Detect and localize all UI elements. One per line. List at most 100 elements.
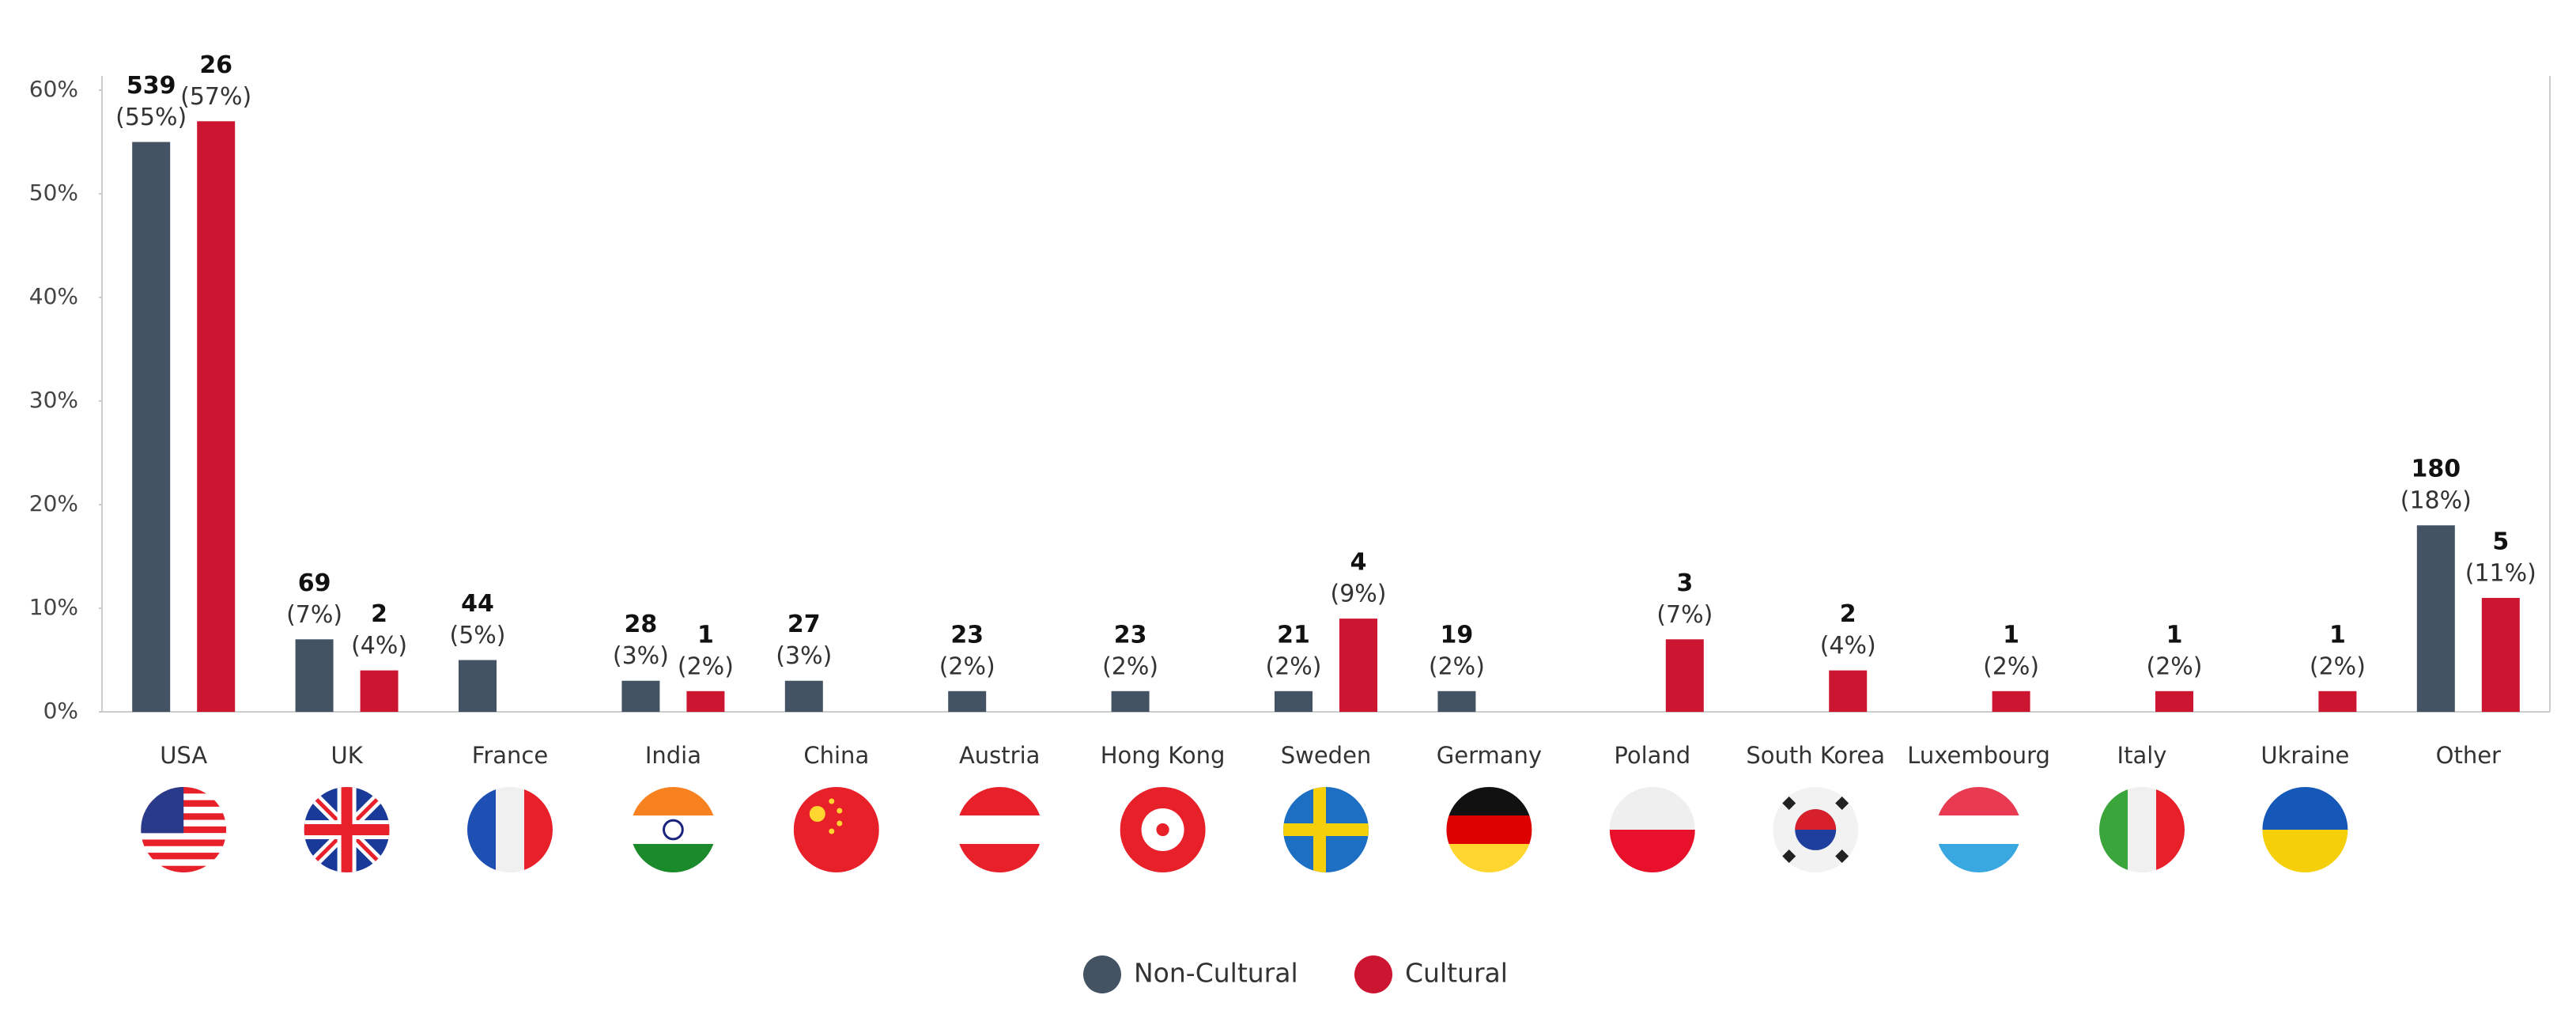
value-label: (4%)	[1820, 632, 1876, 660]
bar	[948, 691, 987, 712]
bar	[784, 680, 823, 712]
flag-icon	[630, 787, 716, 872]
flag-icon	[1120, 787, 1206, 872]
legend-swatch	[1354, 955, 1392, 993]
bar	[1275, 691, 1313, 712]
flag-icon	[141, 787, 227, 872]
x-tick-label: Ukraine	[2261, 742, 2349, 769]
count-label: 44	[461, 590, 494, 618]
count-label: 1	[697, 621, 714, 649]
flag-icon	[2099, 787, 2185, 872]
flag-part	[1835, 796, 1849, 811]
x-tick-label: South Korea	[1746, 742, 1885, 769]
bar	[621, 680, 660, 712]
count-label: 27	[788, 611, 821, 638]
flag-part	[957, 815, 1043, 845]
value-label: (57%)	[180, 83, 251, 111]
flag-part	[1446, 844, 1532, 872]
legend-label: Non-Cultural	[1134, 958, 1298, 989]
flag-part	[2099, 787, 2128, 872]
count-label: 2	[371, 600, 387, 628]
bar	[132, 142, 171, 712]
flag-part	[141, 839, 227, 847]
value-label: (55%)	[115, 104, 187, 131]
value-label: (2%)	[2146, 653, 2202, 680]
y-tick-label: 0%	[43, 698, 78, 724]
y-tick-label: 30%	[29, 387, 78, 413]
bar	[295, 639, 334, 712]
flag-part	[1782, 796, 1796, 811]
count-label: 1	[2329, 621, 2346, 649]
value-label: (3%)	[776, 642, 832, 670]
legend-label: Cultural	[1405, 958, 1508, 989]
count-label: 19	[1441, 621, 1474, 649]
x-tick-label: Luxembourg	[1907, 742, 2050, 769]
flag-part	[809, 806, 825, 822]
x-tick-label: USA	[160, 742, 207, 769]
y-tick-label: 10%	[29, 594, 78, 620]
y-tick-label: 40%	[29, 283, 78, 309]
flag-part	[663, 819, 684, 841]
value-label: (2%)	[678, 653, 734, 680]
count-label: 26	[199, 51, 232, 79]
count-label: 21	[1277, 621, 1310, 649]
bar	[1437, 691, 1476, 712]
flag-part	[1936, 815, 2022, 845]
flag-part	[2156, 787, 2185, 872]
flag-part	[1936, 844, 2022, 872]
flag-part	[1936, 787, 2022, 816]
flag-part	[1609, 830, 1695, 872]
bar	[2416, 525, 2455, 712]
flag-part	[1156, 823, 1169, 837]
x-tick-label: France	[472, 742, 548, 769]
x-tick-label: Sweden	[1281, 742, 1372, 769]
flag-icon	[2262, 787, 2348, 872]
count-label: 23	[1114, 621, 1147, 649]
flag-part	[1835, 849, 1849, 863]
flag-icon	[957, 787, 1043, 872]
flag-part	[141, 787, 184, 834]
bar	[459, 660, 497, 712]
bar	[2155, 691, 2193, 712]
count-label: 4	[1350, 549, 1367, 577]
flag-part	[141, 853, 227, 860]
flag-icon	[304, 787, 390, 872]
flag-part	[793, 787, 879, 872]
flag-part	[141, 787, 227, 794]
flag-part	[2262, 787, 2348, 830]
flag-part	[141, 846, 227, 853]
flag-part	[496, 787, 525, 872]
count-label: 5	[2492, 528, 2509, 555]
bar	[2481, 597, 2520, 712]
value-label: (7%)	[1656, 601, 1713, 629]
flag-part	[141, 833, 227, 840]
value-label: (2%)	[1429, 653, 1485, 680]
flag-part	[837, 808, 843, 814]
flag-part	[829, 828, 835, 834]
value-label: (11%)	[2465, 559, 2536, 587]
count-label: 1	[2003, 621, 2019, 649]
flag-part	[467, 787, 497, 872]
x-tick-label: Other	[2436, 742, 2501, 769]
value-label: (5%)	[449, 622, 505, 649]
x-tick-label: Italy	[2117, 742, 2167, 769]
flag-part	[2262, 830, 2348, 872]
value-label: (2%)	[1983, 653, 2039, 680]
y-tick-label: 60%	[29, 76, 78, 102]
value-label: (2%)	[939, 653, 995, 680]
x-tick-label: Germany	[1437, 742, 1542, 769]
legend-swatch	[1083, 955, 1121, 993]
x-tick-label: Austria	[959, 742, 1040, 769]
bar	[1829, 670, 1868, 712]
x-tick-label: UK	[330, 742, 363, 769]
flag-icon	[467, 787, 553, 872]
flag-part	[2128, 787, 2157, 872]
count-label: 1	[2166, 621, 2183, 649]
count-label: 69	[298, 569, 331, 597]
flag-icon	[793, 787, 879, 872]
flag-part	[1609, 787, 1695, 830]
value-label: (2%)	[1265, 653, 1321, 680]
count-label: 2	[1840, 600, 1856, 628]
x-tick-label: India	[645, 742, 701, 769]
value-label: (2%)	[1102, 653, 1158, 680]
